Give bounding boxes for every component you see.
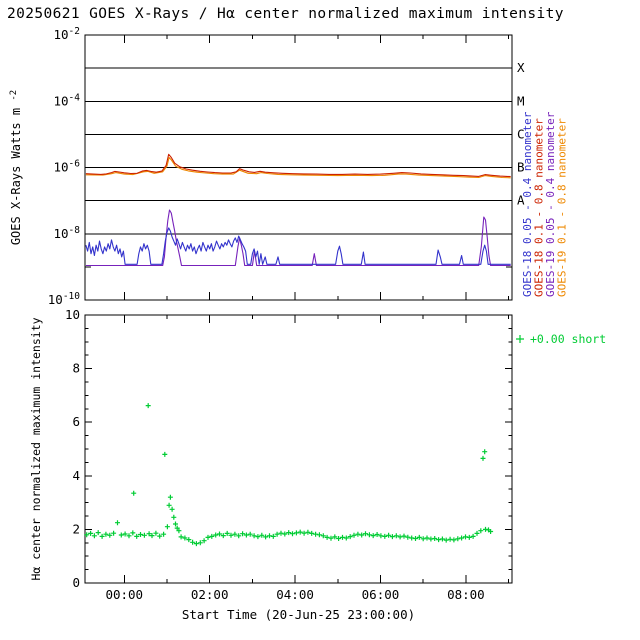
xray-ytick-label: 10-10	[48, 291, 81, 307]
x-tick-label: 04:00	[276, 587, 314, 602]
halpha-legend: +0.00 short	[516, 332, 606, 346]
halpha-ytick-label: 0	[72, 575, 80, 590]
halpha-legend-label: +0.00 short	[530, 332, 606, 346]
plus-marker-icon	[516, 335, 524, 343]
x-tick-label: 02:00	[191, 587, 229, 602]
flare-class-label: A	[517, 193, 525, 208]
halpha-ytick-label: 10	[65, 307, 80, 322]
halpha-panel: 0 2 4 6 8 10 00:00 02:00 04:00 06:00 08:00 Hα cente…	[29, 307, 606, 602]
halpha-ytick-label: 6	[72, 414, 80, 429]
series-goes-18-0-05-0-4-nanometer	[85, 227, 511, 265]
series-goes-18-0-1-0-8-nanometer	[85, 153, 511, 178]
flare-class-label: B	[517, 160, 525, 175]
plot-title: 20250621 GOES X-Rays / Hα center normali…	[7, 6, 564, 22]
x-tick-label: 06:00	[362, 587, 400, 602]
xray-legend-entry: GOES-19 0.1 - 0.8 nanometer	[556, 118, 569, 297]
x-tick-label: 08:00	[447, 587, 485, 602]
series-goes-19-0-1-0-8-nanometer	[85, 156, 511, 179]
flare-class-label: M	[517, 93, 525, 108]
halpha-ytick-label: 8	[72, 361, 80, 376]
xray-legend-entry: GOES-18 0.1 - 0.8 nanometer	[533, 118, 546, 297]
xray-ytick-label: 10-6	[53, 159, 80, 175]
xray-y-axis-label: GOES X-Rays Watts m -2	[9, 90, 23, 245]
xray-legend-entry: GOES-19 0.05 - 0.4 nanometer	[544, 111, 557, 297]
xray-legend-entry: GOES-18 0.05 - 0.4 nanometer	[521, 111, 534, 297]
x-tick-label: 00:00	[105, 587, 143, 602]
xray-ytick-label: 10-4	[53, 92, 80, 108]
xray-ytick-label: 10-2	[53, 26, 80, 42]
flare-class-label: X	[517, 60, 525, 75]
xray-ytick-label: 10-8	[53, 225, 80, 241]
xray-panel: 10-2 10-4 10-6 10-8 10-10 X M C B A GOES X-Rays Wa…	[9, 26, 569, 307]
halpha-ytick-label: 4	[72, 468, 80, 483]
halpha-ytick-label: 2	[72, 521, 80, 536]
flare-class-label: C	[517, 126, 525, 141]
halpha-scatter	[84, 403, 494, 547]
x-axis-title: Start Time (20-Jun-25 23:00:00)	[181, 607, 416, 622]
halpha-y-axis-label: Hα center normalized maximum intensity	[29, 317, 43, 580]
series-goes-19-0-05-0-4-nanometer	[85, 209, 511, 267]
